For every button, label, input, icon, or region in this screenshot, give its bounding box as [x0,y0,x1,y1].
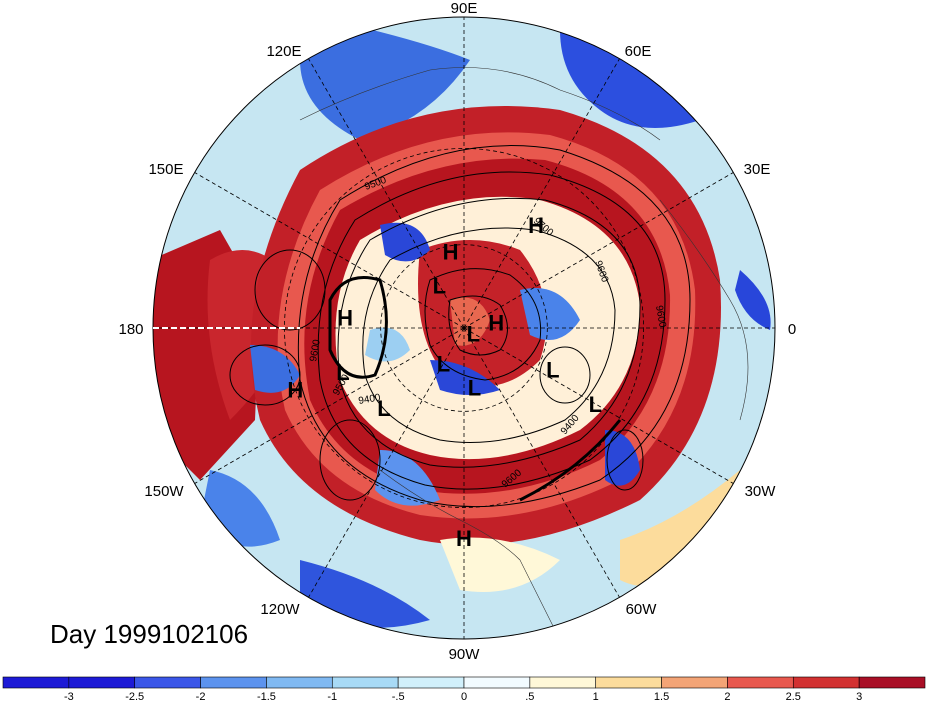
colorbar-swatch [727,676,794,689]
low-pressure-marker: L [437,351,450,376]
lon-label-0: 0 [788,321,796,338]
colorbar-swatch [529,676,597,689]
high-pressure-marker: H [337,306,353,331]
colorbar-swatch [2,676,70,689]
colorbar-swatch [200,676,267,689]
colorbar-swatch [266,676,333,689]
colorbar-tick-label: 0 [461,691,467,702]
colorbar-swatch [134,676,201,689]
colorbar-tick-label: -1 [327,691,337,702]
high-pressure-marker: H [456,526,472,551]
contour-labels: 9500 9600 9700 9400 9600 9500 9600 9400 … [308,175,668,491]
lon-label-90e: 90E [451,0,478,17]
contour-label: 9600 [308,338,323,362]
colorbar-swatch [858,676,926,689]
colorbar-tick-label: .5 [525,691,534,702]
colorbar-swatch [792,676,860,689]
graticule [153,17,775,639]
colorbar-tick-label: 1 [593,691,599,702]
low-pressure-marker: L [546,357,559,382]
colorbar-tick-label: -.5 [392,691,405,702]
colorbar-swatch [595,676,662,689]
colorbar-tick-label: -2.5 [125,691,144,702]
colorbar-tick-label: -3 [64,691,74,702]
colorbar-swatch [331,676,399,689]
coastlines [299,67,749,639]
meridian-line [308,327,465,598]
contour-label: 9400 [358,392,382,407]
colorbar-tick-label: 2 [724,691,730,702]
lon-label-150w: 150W [144,483,184,500]
meridian-line [463,327,620,598]
high-pressure-marker: H [528,213,544,238]
meridian-line [194,327,465,484]
day-label: Day 1999102106 [50,619,249,649]
low-pressure-marker: L [589,392,602,417]
lon-label-120e: 120E [266,43,301,60]
longitude-labels: 90E 60E 30E 0 30W 60W 90W 120W 150W 180 … [118,0,796,663]
low-pressure-marker: L [433,273,446,298]
colorbar: -3 -2.5 -2 -1.5 -1 -.5 0 .5 1 1.5 2 2.5 3 [2,676,926,702]
low-pressure-marker: L [377,396,390,421]
meridian-line [308,58,465,329]
colorbar-tick-label: -2 [196,691,206,702]
colorbar-swatch [397,676,465,689]
lon-label-150e: 150E [148,161,183,178]
lon-label-30e: 30E [744,161,771,178]
anomaly-field [153,17,775,639]
lon-label-30w: 30W [745,483,777,500]
colorbar-tick-label: 3 [856,691,862,702]
parallel-line [380,244,548,412]
high-pressure-marker: H [488,310,504,335]
low-pressure-marker: L [467,321,480,346]
meridian-line [463,58,620,329]
high-pressure-marker: H [443,240,459,265]
contour-label: 9600 [653,305,668,329]
colorbar-swatch [661,676,728,689]
colorbar-tick-label: 1.5 [654,691,669,702]
low-pressure-marker: L [468,376,481,401]
high-pressure-marker: H [287,377,303,402]
lon-label-90w: 90W [449,646,481,663]
meridian-line [463,172,734,329]
lon-label-60e: 60E [625,43,652,60]
colorbar-tick-label: -1.5 [257,691,276,702]
meridian-line [463,327,734,484]
meridian-line [194,172,465,329]
lon-label-120w: 120W [260,601,300,618]
colorbar-swatch [68,676,136,689]
lon-label-180: 180 [118,321,143,338]
colorbar-tick-label: 2.5 [786,691,801,702]
colorbar-swatch [463,676,531,689]
low-pressure-marker: L [336,360,349,385]
lon-label-60w: 60W [626,601,658,618]
